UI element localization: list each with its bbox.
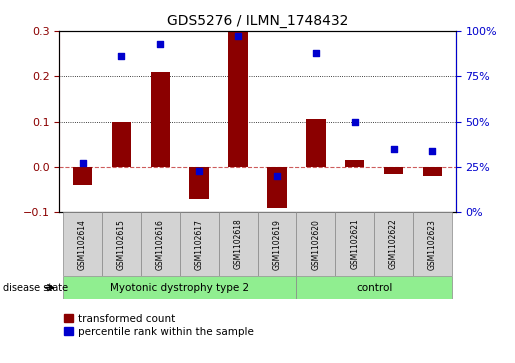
Bar (296, 212, 335, 276)
Text: GSM1102623: GSM1102623 (428, 219, 437, 270)
Text: disease state: disease state (3, 283, 67, 293)
Text: GSM1102615: GSM1102615 (117, 219, 126, 270)
Text: GSM1102621: GSM1102621 (350, 219, 359, 269)
Bar (306, 119, 325, 167)
Text: GSM1102620: GSM1102620 (311, 219, 320, 270)
Bar (150, 72, 170, 167)
Bar (345, 160, 365, 167)
Bar (141, 212, 180, 276)
Bar (190, 167, 209, 199)
Point (389, 146, 398, 152)
Text: GSM1102622: GSM1102622 (389, 219, 398, 269)
Bar (63, 212, 102, 276)
Bar (180, 212, 219, 276)
Text: Myotonic dystrophy type 2: Myotonic dystrophy type 2 (110, 283, 249, 293)
Bar (73, 167, 92, 185)
Point (312, 50, 320, 56)
Text: GSM1102616: GSM1102616 (156, 219, 165, 270)
Bar (219, 212, 258, 276)
Point (351, 119, 359, 125)
Bar (384, 167, 403, 174)
Bar (267, 167, 287, 208)
Bar (228, 31, 248, 167)
Legend: transformed count, percentile rank within the sample: transformed count, percentile rank withi… (64, 314, 254, 337)
Bar (112, 122, 131, 167)
Bar (335, 212, 374, 276)
Bar (413, 212, 452, 276)
Text: GSM1102618: GSM1102618 (234, 219, 243, 269)
Bar (258, 212, 296, 276)
Bar (102, 212, 141, 276)
Point (428, 148, 437, 154)
Bar (423, 167, 442, 176)
Text: GSM1102617: GSM1102617 (195, 219, 204, 270)
Point (195, 168, 203, 174)
Bar (296, 276, 452, 299)
Text: control: control (356, 283, 392, 293)
Title: GDS5276 / ILMN_1748432: GDS5276 / ILMN_1748432 (167, 15, 348, 28)
Point (234, 33, 242, 39)
Bar (63, 276, 296, 299)
Bar (374, 212, 413, 276)
Point (156, 41, 164, 46)
Point (273, 173, 281, 179)
Text: GSM1102614: GSM1102614 (78, 219, 87, 270)
Point (117, 53, 126, 59)
Point (78, 160, 87, 166)
Text: GSM1102619: GSM1102619 (272, 219, 281, 270)
